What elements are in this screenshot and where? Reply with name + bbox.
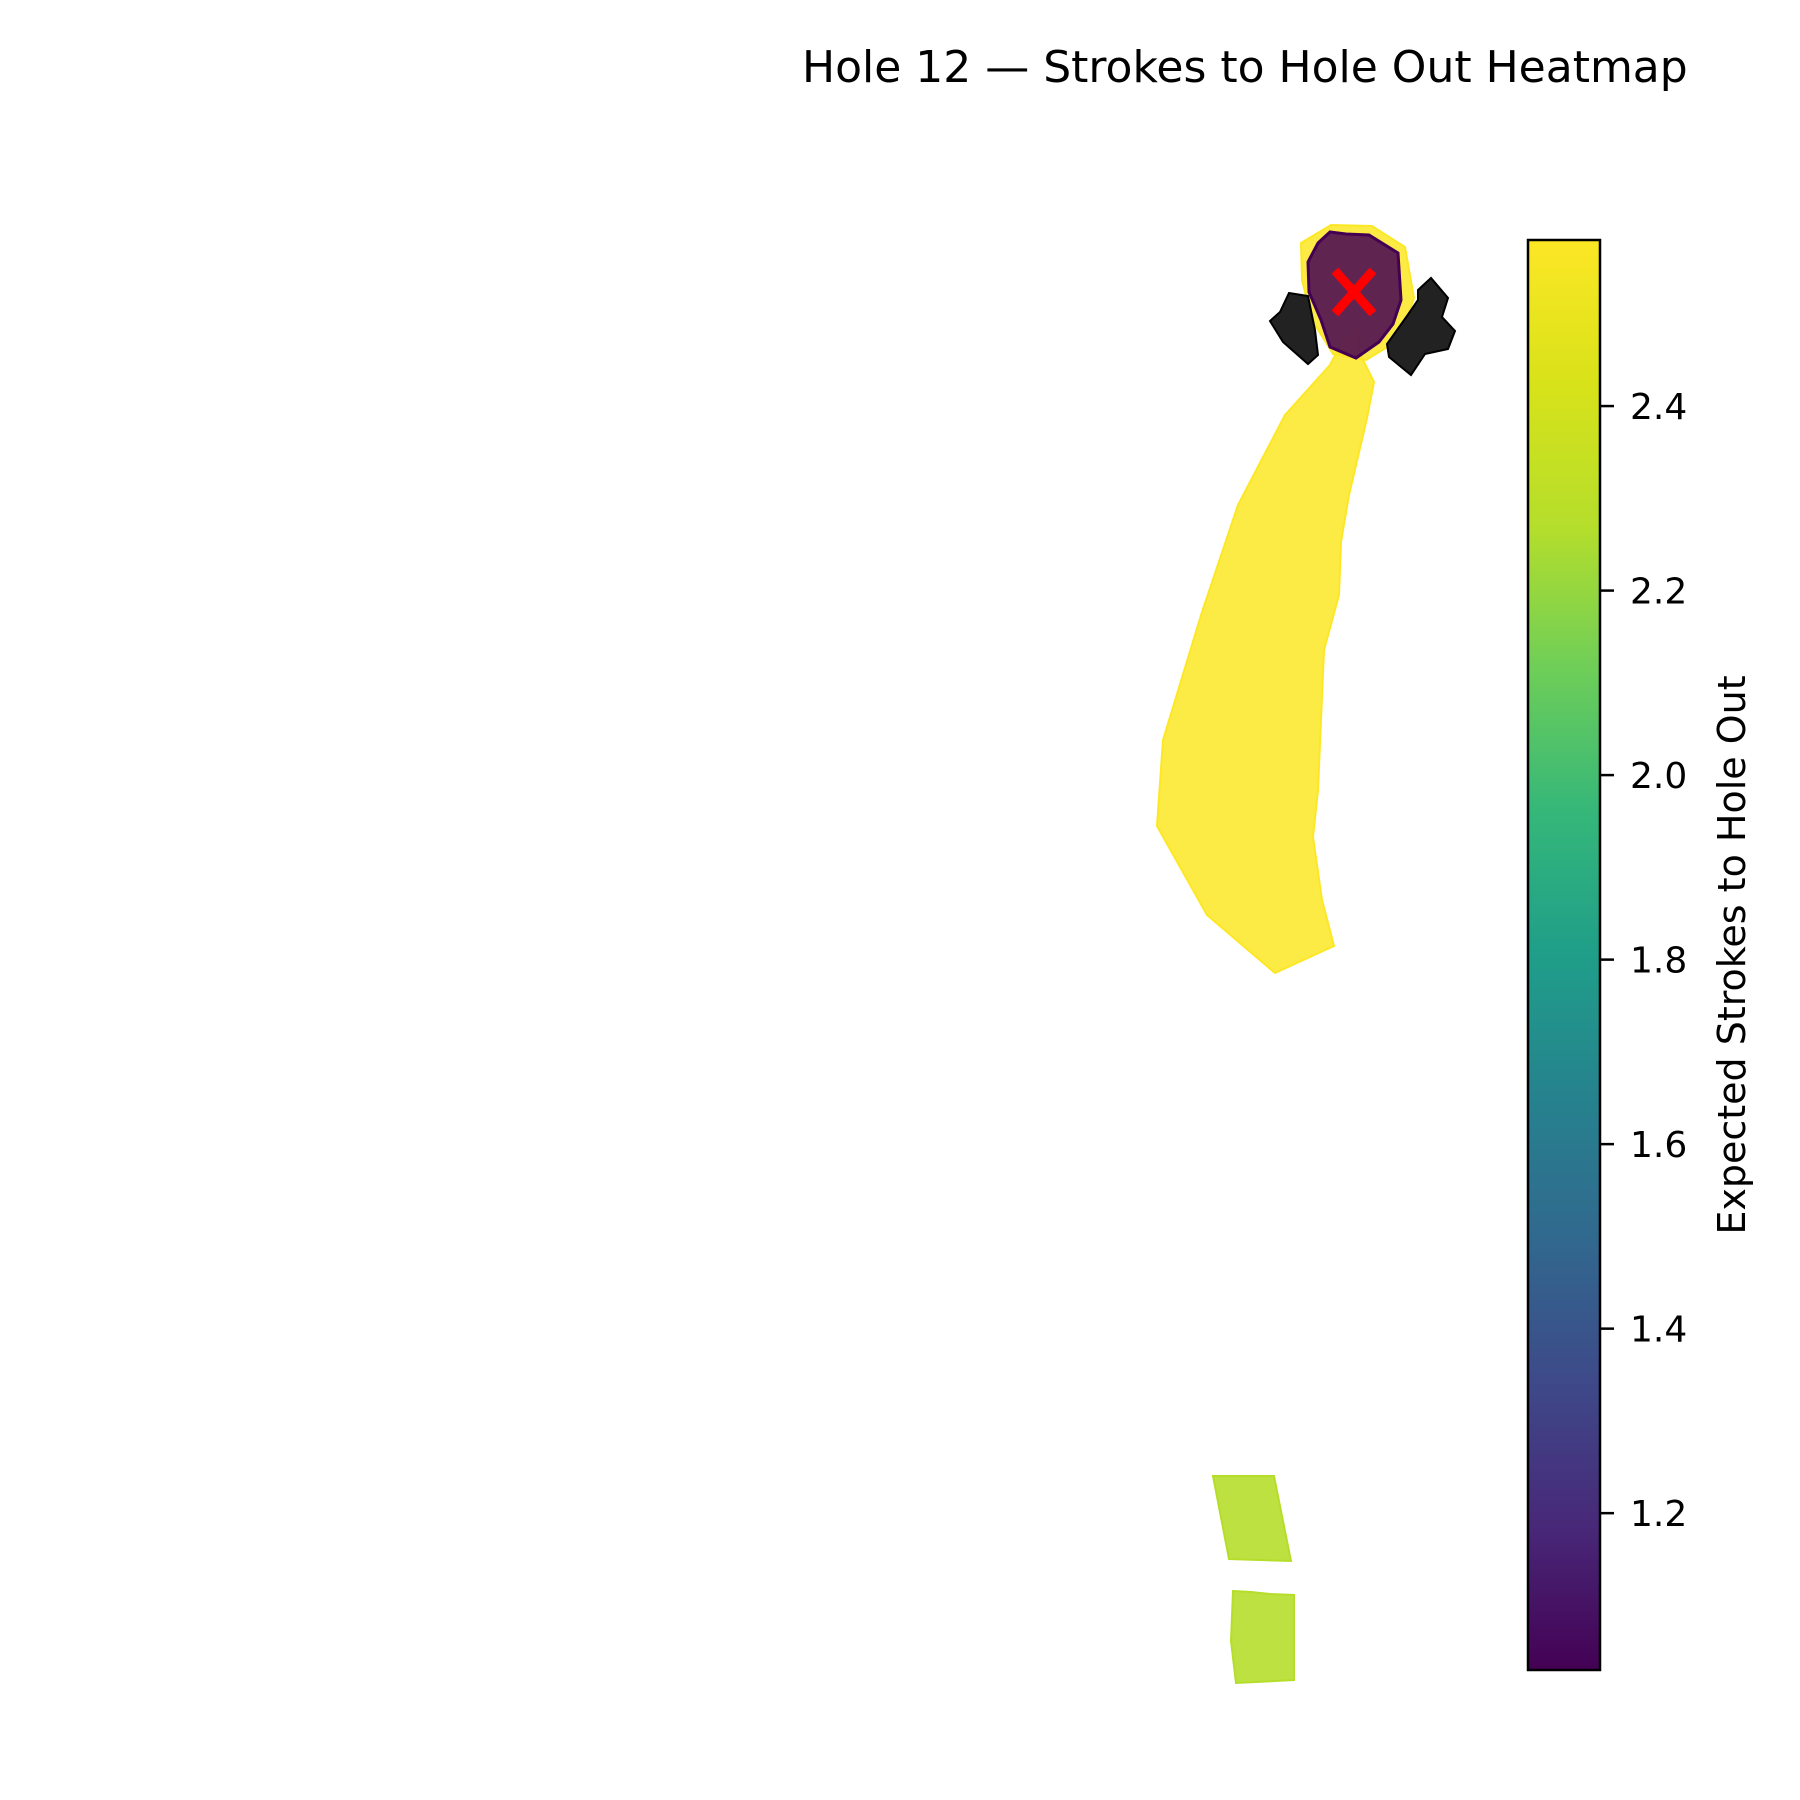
colorbar-gradient: [1526, 238, 1602, 1672]
bunker-left: [1268, 291, 1320, 366]
colorbar-tick-label: 1.8: [1630, 941, 1687, 982]
tee-box-lower: [1229, 1589, 1295, 1685]
colorbar-label: Expected Strokes to Hole Out: [1710, 675, 1754, 1234]
colorbar-tick-label: 1.2: [1630, 1494, 1687, 1535]
pin-x-icon: [1331, 267, 1377, 317]
colorbar-tick-label: 2.2: [1630, 572, 1687, 613]
colorbar: 1.2 1.4 1.6 1.8 2.0 2.2 2.4 Expected Strokes t…: [1526, 238, 1754, 1672]
chart-title: Hole 12 — Strokes to Hole Out Heatmap: [802, 42, 1688, 93]
map-area: [1155, 223, 1457, 1685]
colorbar-ticks: 1.2 1.4 1.6 1.8 2.0 2.2 2.4: [1600, 387, 1687, 1535]
bunker-right: [1385, 276, 1457, 377]
fairway-region: [1155, 322, 1376, 975]
colorbar-tick-label: 2.0: [1630, 756, 1687, 797]
colorbar-tick-label: 1.4: [1630, 1310, 1687, 1351]
tee-box-upper: [1211, 1475, 1293, 1563]
colorbar-tick-label: 2.4: [1630, 387, 1687, 428]
colorbar-tick-label: 1.6: [1630, 1125, 1687, 1166]
